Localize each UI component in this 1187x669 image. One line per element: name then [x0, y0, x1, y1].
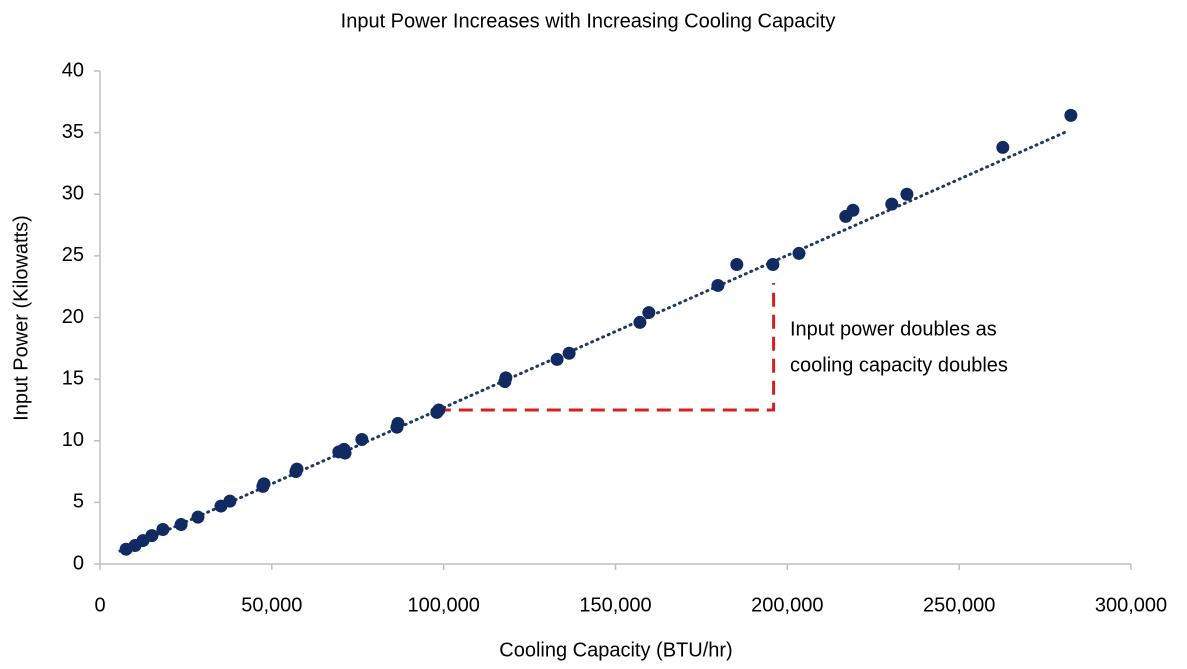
data-point: [633, 315, 647, 329]
data-point: [337, 442, 351, 456]
data-point: [642, 306, 656, 320]
y-tick-label: 35: [62, 121, 84, 143]
y-tick-label: 0: [73, 552, 84, 574]
x-tick-label: 100,000: [408, 594, 480, 616]
annotation-line: [436, 282, 776, 412]
data-point: [499, 371, 513, 385]
data-point: [766, 258, 780, 272]
y-tick-label: 40: [62, 59, 84, 81]
data-point: [391, 416, 405, 430]
x-tick-label: 200,000: [751, 594, 823, 616]
data-point: [885, 197, 899, 211]
x-tick-label: 50,000: [241, 594, 302, 616]
data-point: [846, 203, 860, 217]
annotation-text: Input power doubles as: [790, 318, 997, 340]
x-tick-label: 300,000: [1095, 594, 1167, 616]
x-tick-label: 250,000: [923, 594, 995, 616]
x-tick-label: 150,000: [579, 594, 651, 616]
y-tick-label: 10: [62, 429, 84, 451]
y-tick-label: 25: [62, 244, 84, 266]
data-point: [191, 510, 205, 524]
y-tick-label: 5: [73, 491, 84, 513]
data-point: [355, 433, 369, 447]
data-point: [145, 529, 159, 543]
chart-title: Input Power Increases with Increasing Co…: [341, 10, 836, 32]
x-tick-label: 0: [94, 594, 105, 616]
data-point: [996, 140, 1010, 154]
y-axis-label: Input Power (Kilowatts): [10, 215, 32, 421]
data-point: [900, 187, 914, 201]
data-point: [174, 518, 188, 532]
data-point: [432, 403, 446, 417]
data-point: [792, 246, 806, 260]
data-point: [562, 346, 576, 360]
data-point: [1064, 108, 1078, 122]
annotation-text: cooling capacity doubles: [790, 354, 1008, 376]
trendline: [118, 130, 1068, 553]
data-point: [550, 352, 564, 366]
y-tick-label: 30: [62, 183, 84, 205]
y-tick-label: 20: [62, 306, 84, 328]
data-point: [257, 477, 271, 491]
data-point: [223, 494, 237, 508]
data-point: [156, 522, 170, 536]
data-point: [730, 258, 744, 272]
y-tick-label: 15: [62, 367, 84, 389]
data-point: [711, 278, 725, 292]
x-axis-label: Cooling Capacity (BTU/hr): [499, 639, 732, 661]
data-point: [290, 462, 304, 476]
